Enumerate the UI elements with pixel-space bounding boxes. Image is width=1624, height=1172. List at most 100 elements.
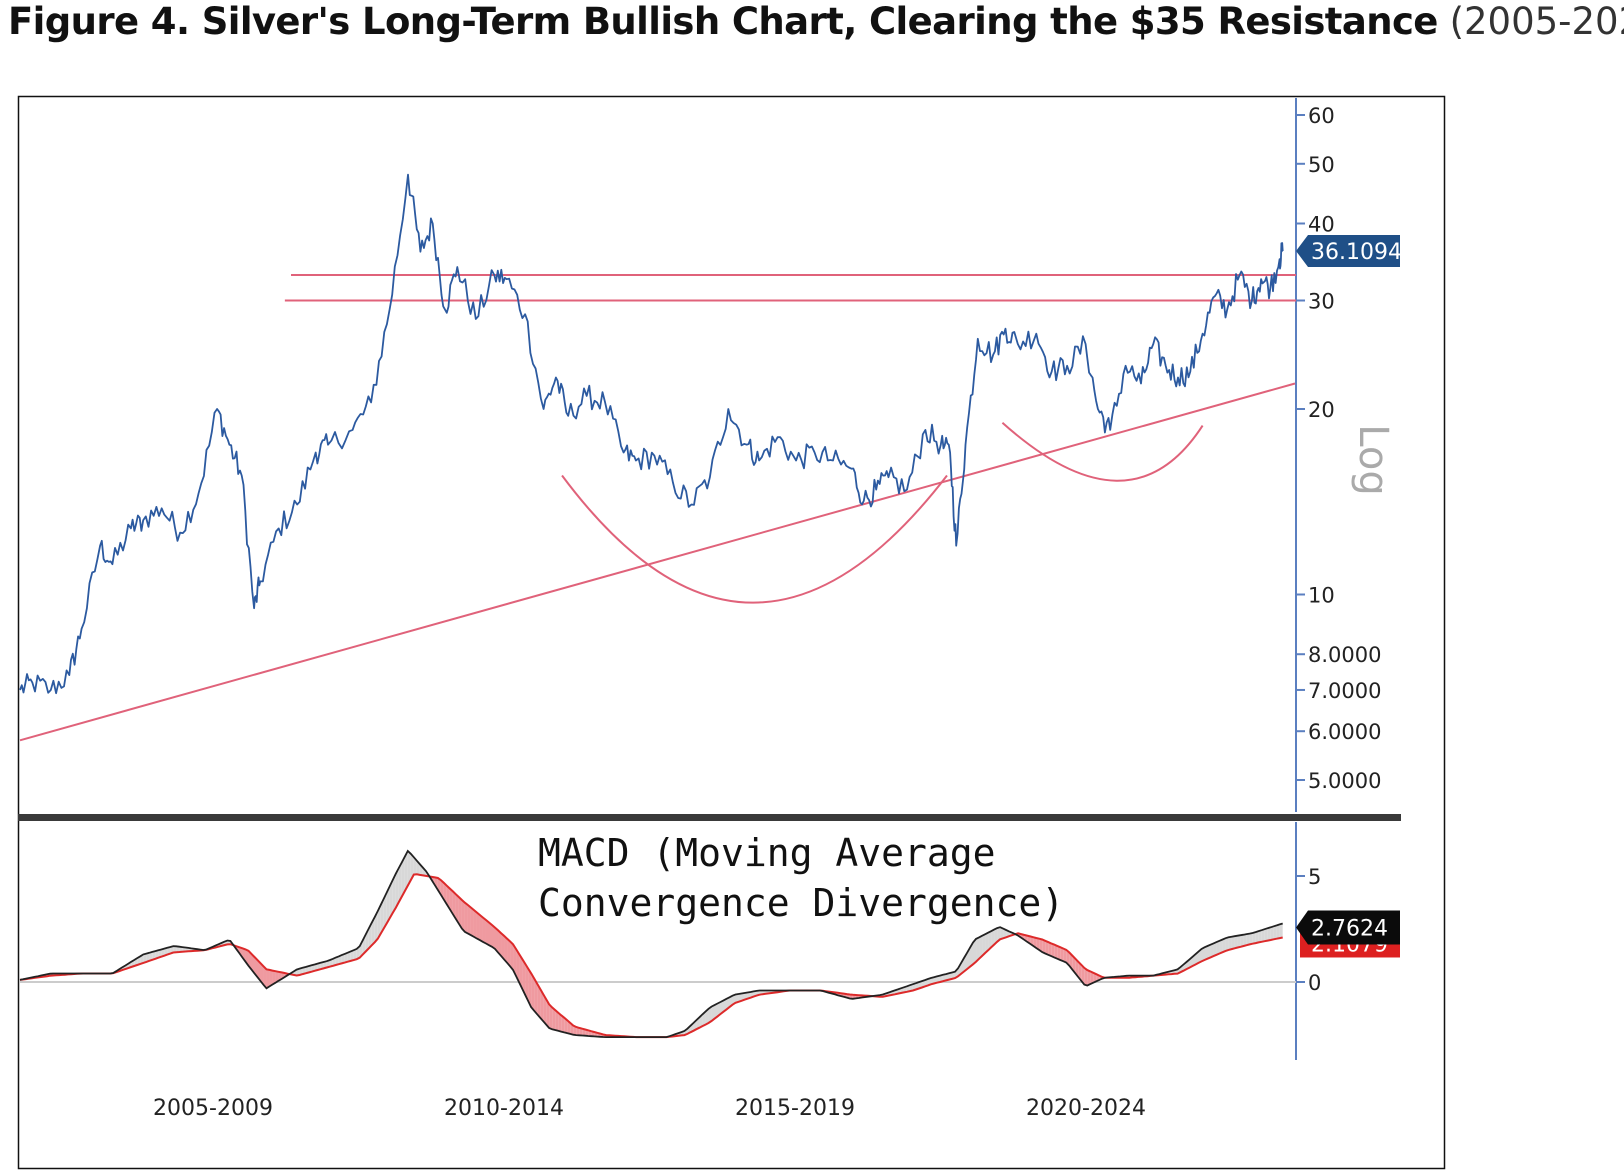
macd-histogram-fill bbox=[528, 968, 532, 1008]
macd-histogram-fill bbox=[1087, 970, 1091, 986]
macd-histogram-fill bbox=[501, 933, 505, 960]
macd-histogram-fill bbox=[567, 1020, 571, 1034]
macd-histogram-fill bbox=[377, 904, 381, 939]
macd-histogram-fill bbox=[455, 894, 459, 924]
macd-histogram-fill bbox=[272, 970, 276, 985]
macd-histogram-fill bbox=[485, 920, 489, 946]
macd-histogram-fill bbox=[540, 988, 544, 1022]
macd-histogram-fill bbox=[347, 951, 351, 962]
macd-histogram-fill bbox=[723, 998, 727, 1012]
macd-histogram-fill bbox=[305, 966, 309, 974]
macd-histogram-fill bbox=[552, 1007, 556, 1031]
macd-title-line: Convergence Divergence) bbox=[538, 881, 1064, 925]
macd-histogram-fill bbox=[389, 879, 393, 919]
macd-histogram-fill bbox=[1054, 944, 1058, 959]
macd-histogram-fill bbox=[1033, 937, 1037, 948]
macd-histogram-fill bbox=[1072, 955, 1076, 974]
macd-histogram-fill bbox=[1075, 958, 1079, 977]
macd-histogram-fill bbox=[549, 1004, 553, 1030]
macd-histogram-fill bbox=[579, 1027, 583, 1036]
price-y-tick-label: 7.0000 bbox=[1308, 679, 1381, 703]
macd-histogram-fill bbox=[1093, 972, 1097, 983]
macd-histogram-fill bbox=[951, 971, 955, 979]
price-y-tick-label: 50 bbox=[1308, 153, 1335, 177]
macd-histogram-fill bbox=[374, 910, 378, 943]
macd-histogram-fill bbox=[143, 953, 147, 963]
macd-histogram-fill bbox=[1249, 933, 1253, 945]
macd-histogram-fill bbox=[359, 940, 363, 958]
macd-histogram-fill bbox=[1051, 943, 1055, 958]
x-category-label: 2005-2009 bbox=[153, 1096, 273, 1121]
macd-histogram-fill bbox=[979, 935, 983, 959]
price-y-tick-label: 40 bbox=[1308, 213, 1335, 237]
macd-line bbox=[19, 849, 1283, 1038]
macd-histogram-fill bbox=[1273, 925, 1277, 940]
macd-histogram-fill bbox=[266, 969, 270, 989]
macd-histogram-fill bbox=[479, 915, 483, 942]
macd-title-line: MACD (Moving Average bbox=[538, 831, 996, 875]
macd-histogram-fill bbox=[726, 997, 730, 1010]
macd-histogram-fill bbox=[912, 983, 916, 991]
macd-histogram-fill bbox=[263, 966, 267, 989]
macd-histogram-fill bbox=[1057, 945, 1061, 960]
cup-curve bbox=[561, 474, 948, 604]
macd-histogram-fill bbox=[392, 873, 396, 913]
macd-histogram-fill bbox=[155, 950, 159, 959]
macd-histogram-fill bbox=[1060, 947, 1064, 962]
macd-histogram-fill bbox=[443, 882, 447, 905]
macd-histogram-fill bbox=[470, 907, 474, 937]
macd-histogram-fill bbox=[404, 850, 408, 892]
macd-panel: 5 0 MACD (Moving Average Convergence Diverg… bbox=[19, 822, 1400, 1060]
macd-histogram-fill bbox=[446, 885, 450, 910]
macd-histogram-fill bbox=[353, 948, 357, 961]
macd-histogram-fill bbox=[1207, 944, 1211, 959]
price-last-value-badge bbox=[1296, 234, 1400, 267]
macd-histogram-fill bbox=[1231, 936, 1235, 950]
macd-histogram-fill bbox=[543, 993, 547, 1025]
macd-histogram-fill bbox=[976, 937, 980, 962]
macd-histogram-fill bbox=[488, 922, 493, 947]
macd-histogram-fill bbox=[513, 944, 517, 977]
macd-histogram-fill bbox=[1216, 940, 1220, 955]
macd-histogram-fill bbox=[558, 1012, 562, 1032]
macd-last-value-badge bbox=[1296, 910, 1400, 945]
macd-histogram-fill bbox=[525, 963, 529, 1001]
macd-histogram-fill bbox=[994, 928, 998, 945]
macd-histogram-fill bbox=[176, 946, 180, 953]
macd-histogram-fill bbox=[939, 974, 943, 982]
macd-histogram-fill bbox=[1219, 939, 1223, 954]
macd-histogram-fill bbox=[386, 886, 390, 924]
macd-histogram-fill bbox=[957, 963, 961, 977]
macd-histogram-fill bbox=[326, 960, 330, 968]
macd-histogram-fill bbox=[149, 951, 153, 961]
macd-histogram-fill bbox=[260, 963, 264, 985]
macd-histogram-fill bbox=[269, 969, 273, 987]
macd-histogram-fill bbox=[1225, 937, 1229, 951]
macd-histogram-fill bbox=[531, 973, 535, 1011]
macd-histogram-fill bbox=[948, 972, 952, 980]
macd-histogram-fill bbox=[464, 902, 468, 934]
macd-histogram-fill bbox=[519, 953, 523, 989]
macd-histogram-fill bbox=[942, 974, 946, 982]
macd-histogram-fill bbox=[395, 868, 399, 908]
macd-histogram-fill bbox=[248, 950, 252, 970]
macd-histogram-fill bbox=[1270, 926, 1274, 940]
macd-histogram-fill bbox=[1243, 934, 1247, 946]
macd-histogram-fill bbox=[711, 1005, 715, 1022]
macd-histogram-fill bbox=[561, 1015, 565, 1033]
macd-histogram-fill bbox=[164, 947, 168, 956]
macd-histogram-fill bbox=[158, 949, 162, 958]
macd-histogram-fill bbox=[495, 927, 499, 953]
macd-histogram-fill bbox=[317, 962, 321, 971]
macd-histogram-fill bbox=[1276, 924, 1280, 939]
macd-last-value-label: 2.7624 bbox=[1311, 916, 1388, 941]
macd-histogram-fill bbox=[173, 946, 177, 953]
macd-histogram-fill bbox=[516, 949, 520, 983]
macd-histogram-fill bbox=[371, 916, 375, 946]
macd-histogram-fill bbox=[702, 1011, 706, 1027]
macd-histogram-fill bbox=[1240, 934, 1244, 947]
macd-title: MACD (Moving Average Convergence Divergen… bbox=[538, 831, 1064, 925]
macd-histogram-fill bbox=[1201, 947, 1205, 962]
figure-title-main: Figure 4. Silver's Long-Term Bullish Cha… bbox=[8, 0, 1438, 43]
